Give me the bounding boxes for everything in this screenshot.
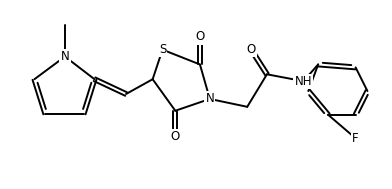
Text: NH: NH	[295, 75, 312, 88]
Text: O: O	[195, 30, 205, 43]
Text: S: S	[159, 43, 166, 56]
Text: O: O	[171, 130, 180, 143]
Text: N: N	[61, 50, 69, 63]
Text: F: F	[352, 132, 359, 145]
Text: N: N	[205, 92, 214, 105]
Text: O: O	[247, 43, 256, 56]
